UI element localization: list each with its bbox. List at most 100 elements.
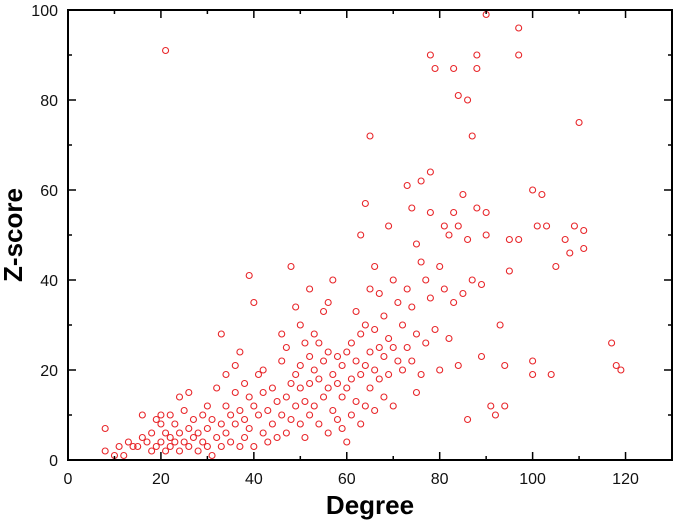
data-point [162, 429, 170, 437]
data-point [515, 24, 523, 32]
data-point [403, 181, 411, 190]
data-point [450, 64, 458, 73]
data-point [357, 231, 365, 239]
data-point [352, 397, 360, 406]
data-point [203, 442, 211, 451]
data-points [101, 10, 625, 460]
data-point [454, 91, 462, 100]
data-point [491, 411, 499, 419]
data-point [171, 420, 179, 428]
x-tick-label: 20 [152, 471, 170, 488]
data-point [371, 406, 379, 415]
data-point [450, 298, 458, 307]
data-point [231, 420, 239, 428]
data-point [273, 397, 281, 406]
data-point [194, 447, 202, 455]
data-point [389, 402, 397, 410]
data-point [338, 393, 346, 401]
data-point [222, 370, 230, 379]
data-point [417, 177, 425, 185]
data-point [134, 442, 142, 451]
data-point [454, 222, 462, 230]
data-point [124, 438, 132, 446]
data-point [501, 402, 509, 410]
data-point [329, 370, 337, 379]
y-tick-label: 100 [31, 3, 58, 20]
data-point [398, 321, 407, 329]
data-point [282, 343, 290, 352]
data-point [143, 438, 151, 446]
axis-ticks: 0 20 40 60 80 100 120 0 20 40 60 80 100 [31, 3, 673, 488]
data-point [496, 321, 504, 329]
data-point [189, 415, 197, 424]
data-point [538, 190, 546, 199]
x-axis-title: Degree [326, 490, 414, 520]
data-point [408, 357, 416, 365]
data-point [162, 447, 170, 455]
data-point [203, 402, 211, 410]
data-point [371, 366, 379, 374]
data-point [450, 208, 458, 217]
data-point [505, 235, 513, 244]
data-point [580, 226, 588, 235]
data-point [120, 451, 128, 460]
data-point [199, 438, 207, 446]
data-point [570, 222, 578, 230]
data-point [217, 330, 225, 338]
data-point [157, 411, 165, 419]
data-point [464, 96, 472, 104]
data-point [148, 447, 156, 455]
data-point [208, 451, 216, 460]
data-point [324, 298, 332, 307]
data-point [333, 415, 342, 424]
data-point [352, 307, 360, 316]
data-point [138, 411, 146, 419]
data-point [222, 402, 230, 410]
data-point [343, 384, 351, 392]
data-point [515, 51, 523, 59]
y-tick-label: 20 [40, 363, 58, 380]
data-point [315, 339, 323, 347]
data-point [426, 294, 434, 302]
data-point [301, 397, 309, 406]
data-point [157, 438, 165, 446]
data-point [282, 393, 290, 401]
data-point [296, 321, 304, 329]
data-point [431, 325, 439, 334]
data-point [468, 276, 476, 284]
data-point [380, 352, 388, 361]
data-point [412, 388, 421, 397]
data-point [310, 330, 318, 338]
data-point [301, 339, 309, 347]
data-point [422, 339, 430, 347]
x-tick-label: 120 [612, 471, 639, 488]
data-point [287, 379, 295, 388]
data-point [115, 442, 123, 451]
data-point [329, 276, 337, 284]
data-point [343, 438, 351, 446]
data-point [166, 442, 174, 451]
data-point [612, 361, 620, 370]
data-point [222, 429, 230, 437]
data-point [333, 379, 342, 388]
data-point [175, 429, 184, 437]
data-point [408, 204, 416, 212]
data-point [375, 343, 383, 352]
data-point [426, 168, 434, 176]
data-point [580, 244, 588, 253]
data-point [338, 361, 346, 370]
data-point [505, 267, 513, 275]
data-point [152, 442, 160, 451]
data-point [310, 402, 318, 410]
data-point [175, 393, 184, 401]
data-point [241, 415, 249, 424]
x-tick-label: 60 [338, 471, 356, 488]
data-point [347, 411, 355, 419]
data-point [254, 370, 263, 379]
data-point [408, 303, 416, 311]
data-point [315, 375, 323, 383]
data-point [329, 406, 337, 415]
data-point [306, 411, 314, 419]
data-point [552, 262, 560, 271]
